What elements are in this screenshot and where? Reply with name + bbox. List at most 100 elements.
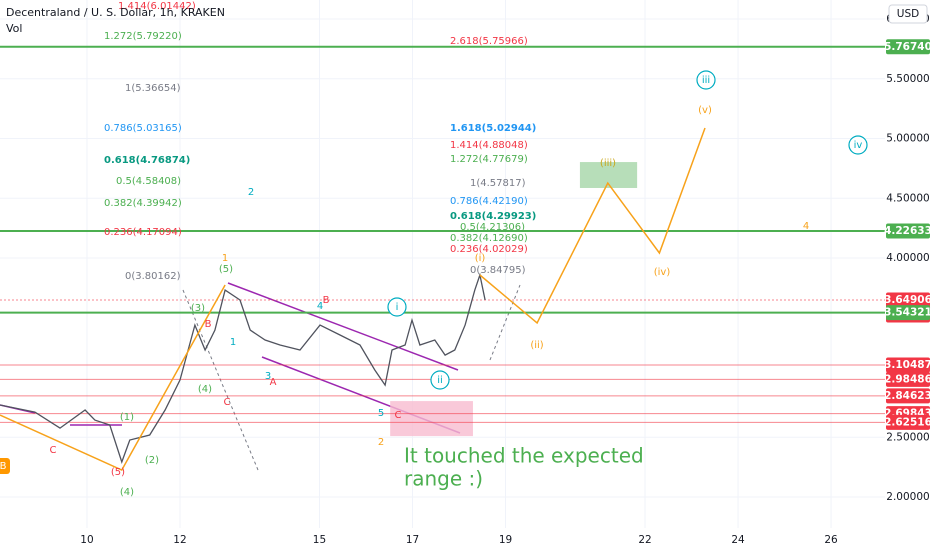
wave-label: 5: [378, 408, 384, 419]
level-label: 2.98486: [884, 373, 932, 385]
wave-label: (4): [120, 487, 134, 498]
annotation: It touched the expected: [404, 444, 644, 468]
wave-label: i: [396, 302, 399, 313]
wave-label: B: [0, 461, 7, 472]
fib-label: 0.382(4.39942): [104, 198, 182, 209]
wave-label: C: [50, 445, 57, 456]
wave-label: (iii): [600, 158, 616, 169]
x-tick-label: 26: [824, 534, 838, 546]
level-box: [886, 305, 930, 321]
chart-title: Decentraland / U. S. Dollar, 1h, KRAKEN: [6, 6, 225, 19]
fib-label: 0.786(5.03165): [104, 123, 182, 134]
y-tick-label: 4.50000: [886, 192, 929, 204]
wave-circle: [848, 135, 868, 155]
fib-guide: [489, 284, 521, 361]
wave-label: (5): [219, 264, 233, 275]
price-line: [0, 284, 226, 471]
y-tick-label: 2.50000: [886, 431, 929, 443]
x-tick-label: 19: [499, 534, 512, 546]
zone: [390, 401, 473, 437]
wave-circle: [430, 370, 450, 390]
wave-label: (i): [475, 253, 486, 264]
wave-label: (ii): [530, 340, 543, 351]
x-tick-label: 24: [731, 534, 745, 546]
y-tick-label: 5.00000: [886, 133, 929, 145]
fib-label: 0.5(4.21306): [460, 222, 525, 233]
wave-circle: [696, 70, 716, 90]
wave-label: iii: [702, 75, 710, 86]
fib-label: 1.618(5.02944): [450, 123, 536, 134]
fib-label: 1.414(4.88048): [450, 140, 528, 151]
fib-label: 1.272(4.77679): [450, 154, 528, 165]
wave-label: (3): [191, 303, 205, 314]
level-box: [886, 357, 930, 373]
wave-label: 3: [265, 371, 271, 382]
currency-button[interactable]: [888, 4, 928, 24]
wave-badge: [0, 458, 10, 474]
wave-label: 1: [230, 337, 236, 348]
wave-label: (4): [198, 384, 212, 395]
wave-label: (1): [120, 412, 134, 423]
fib-label: 1.414(6.01442): [118, 1, 196, 12]
wave-label: C: [224, 397, 231, 408]
wave-label: 4: [317, 301, 323, 312]
level-label: 3.64906: [884, 294, 932, 306]
annotation: range :): [404, 467, 483, 491]
x-tick-label: 17: [406, 534, 419, 546]
wave-label: 2: [248, 187, 254, 198]
price-line: [479, 127, 706, 325]
wave-label: A: [270, 377, 277, 388]
level-box: [886, 371, 930, 387]
plot-area: [0, 0, 885, 528]
fib-label: 1.272(5.79220): [104, 31, 182, 42]
fib-label: 2.618(5.75966): [450, 36, 528, 47]
level-label: 2.62516: [884, 416, 932, 428]
x-tick-label: 10: [80, 534, 93, 546]
wave-label: 4: [803, 221, 809, 232]
wave-label: (2): [145, 455, 159, 466]
x-tick-label: 15: [313, 534, 326, 546]
wave-label: 1: [222, 253, 228, 264]
wave-label: (iv): [654, 267, 671, 278]
fib-label: 0.236(4.17094): [104, 227, 182, 238]
price-line: [0, 272, 486, 464]
fib-label: 0.5(4.58408): [116, 176, 181, 187]
currency-label[interactable]: USD: [897, 8, 919, 20]
channel-line: [227, 282, 459, 371]
wave-label: B: [205, 319, 212, 330]
wave-circle: [387, 297, 407, 317]
x-tick-label: 22: [638, 534, 651, 546]
fib-label: 1(4.57817): [470, 178, 526, 189]
level-box: [886, 388, 930, 404]
y-tick-label: 4.00000: [886, 252, 929, 264]
price-axis: 2.00000 2.50000 4.00000 4.50000 5.00000 5.500…: [884, 13, 932, 503]
volume-label: Vol: [6, 22, 22, 35]
wave-label: (v): [698, 105, 712, 116]
y-tick-label: 2.00000: [886, 491, 929, 503]
wave-label: 2: [378, 437, 384, 448]
fib-label: 0.382(4.12690): [450, 233, 528, 244]
wave-label: B: [323, 295, 330, 306]
level-box: [886, 414, 930, 430]
level-label: 3.54321: [884, 307, 932, 319]
fib-label: 0.618(4.29923): [450, 211, 536, 222]
fib-label: 0.786(4.42190): [450, 196, 528, 207]
x-tick-label: 12: [173, 534, 186, 546]
fib-label: 0.618(4.76874): [104, 155, 190, 166]
fib-label: 0(3.80162): [125, 271, 181, 282]
wave-label: iv: [854, 140, 863, 151]
level-box: [886, 223, 930, 239]
fib-label: 1(5.36654): [125, 83, 181, 94]
fib-label: 0(3.84795): [470, 265, 526, 276]
wave-label: C: [395, 410, 402, 421]
level-box: [886, 39, 930, 55]
level-label: 4.22633: [884, 225, 932, 237]
fib-guide: [182, 289, 259, 471]
level-label: 2.84623: [884, 390, 932, 402]
level-label: 3.10487: [884, 359, 932, 371]
fib-label: 0.236(4.02029): [450, 244, 528, 255]
level-label: 5.76740: [884, 41, 932, 53]
annotations: 1.414(6.01442) 1.272(5.79220) 1(5.36654) 0.…: [0, 1, 868, 498]
y-tick-label: 5.50000: [886, 73, 929, 85]
